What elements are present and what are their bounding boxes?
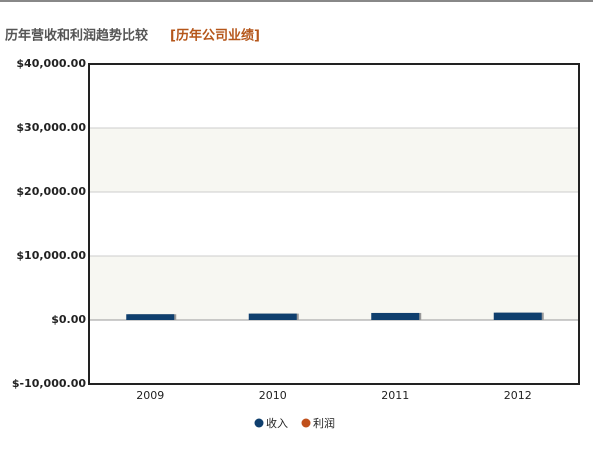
y-tick-label: $10,000.00	[16, 249, 86, 262]
plot-band	[89, 128, 579, 192]
legend-label: 收入	[266, 416, 288, 430]
x-tick-label: 2011	[381, 389, 409, 402]
bar	[126, 314, 175, 320]
bar	[248, 313, 297, 320]
x-tick-label: 2010	[259, 389, 287, 402]
y-tick-label: $30,000.00	[16, 121, 86, 134]
y-tick-label: $20,000.00	[16, 185, 86, 198]
y-tick-label: $-10,000.00	[12, 377, 86, 390]
legend-label: 利润	[313, 416, 335, 430]
plot-band	[89, 256, 579, 320]
legend-marker	[301, 418, 311, 428]
x-tick-label: 2012	[504, 389, 532, 402]
bar	[493, 312, 542, 320]
chart-subtitle[interactable]: [历年公司业绩]	[170, 28, 260, 44]
x-tick-label: 2009	[136, 389, 164, 402]
bar	[371, 312, 420, 320]
y-tick-label: $0.00	[51, 313, 86, 326]
y-tick-label: $40,000.00	[16, 57, 86, 70]
chart-title: 历年营收和利润趋势比较	[5, 28, 148, 44]
plot-border	[88, 63, 580, 385]
legend-marker	[254, 418, 264, 428]
